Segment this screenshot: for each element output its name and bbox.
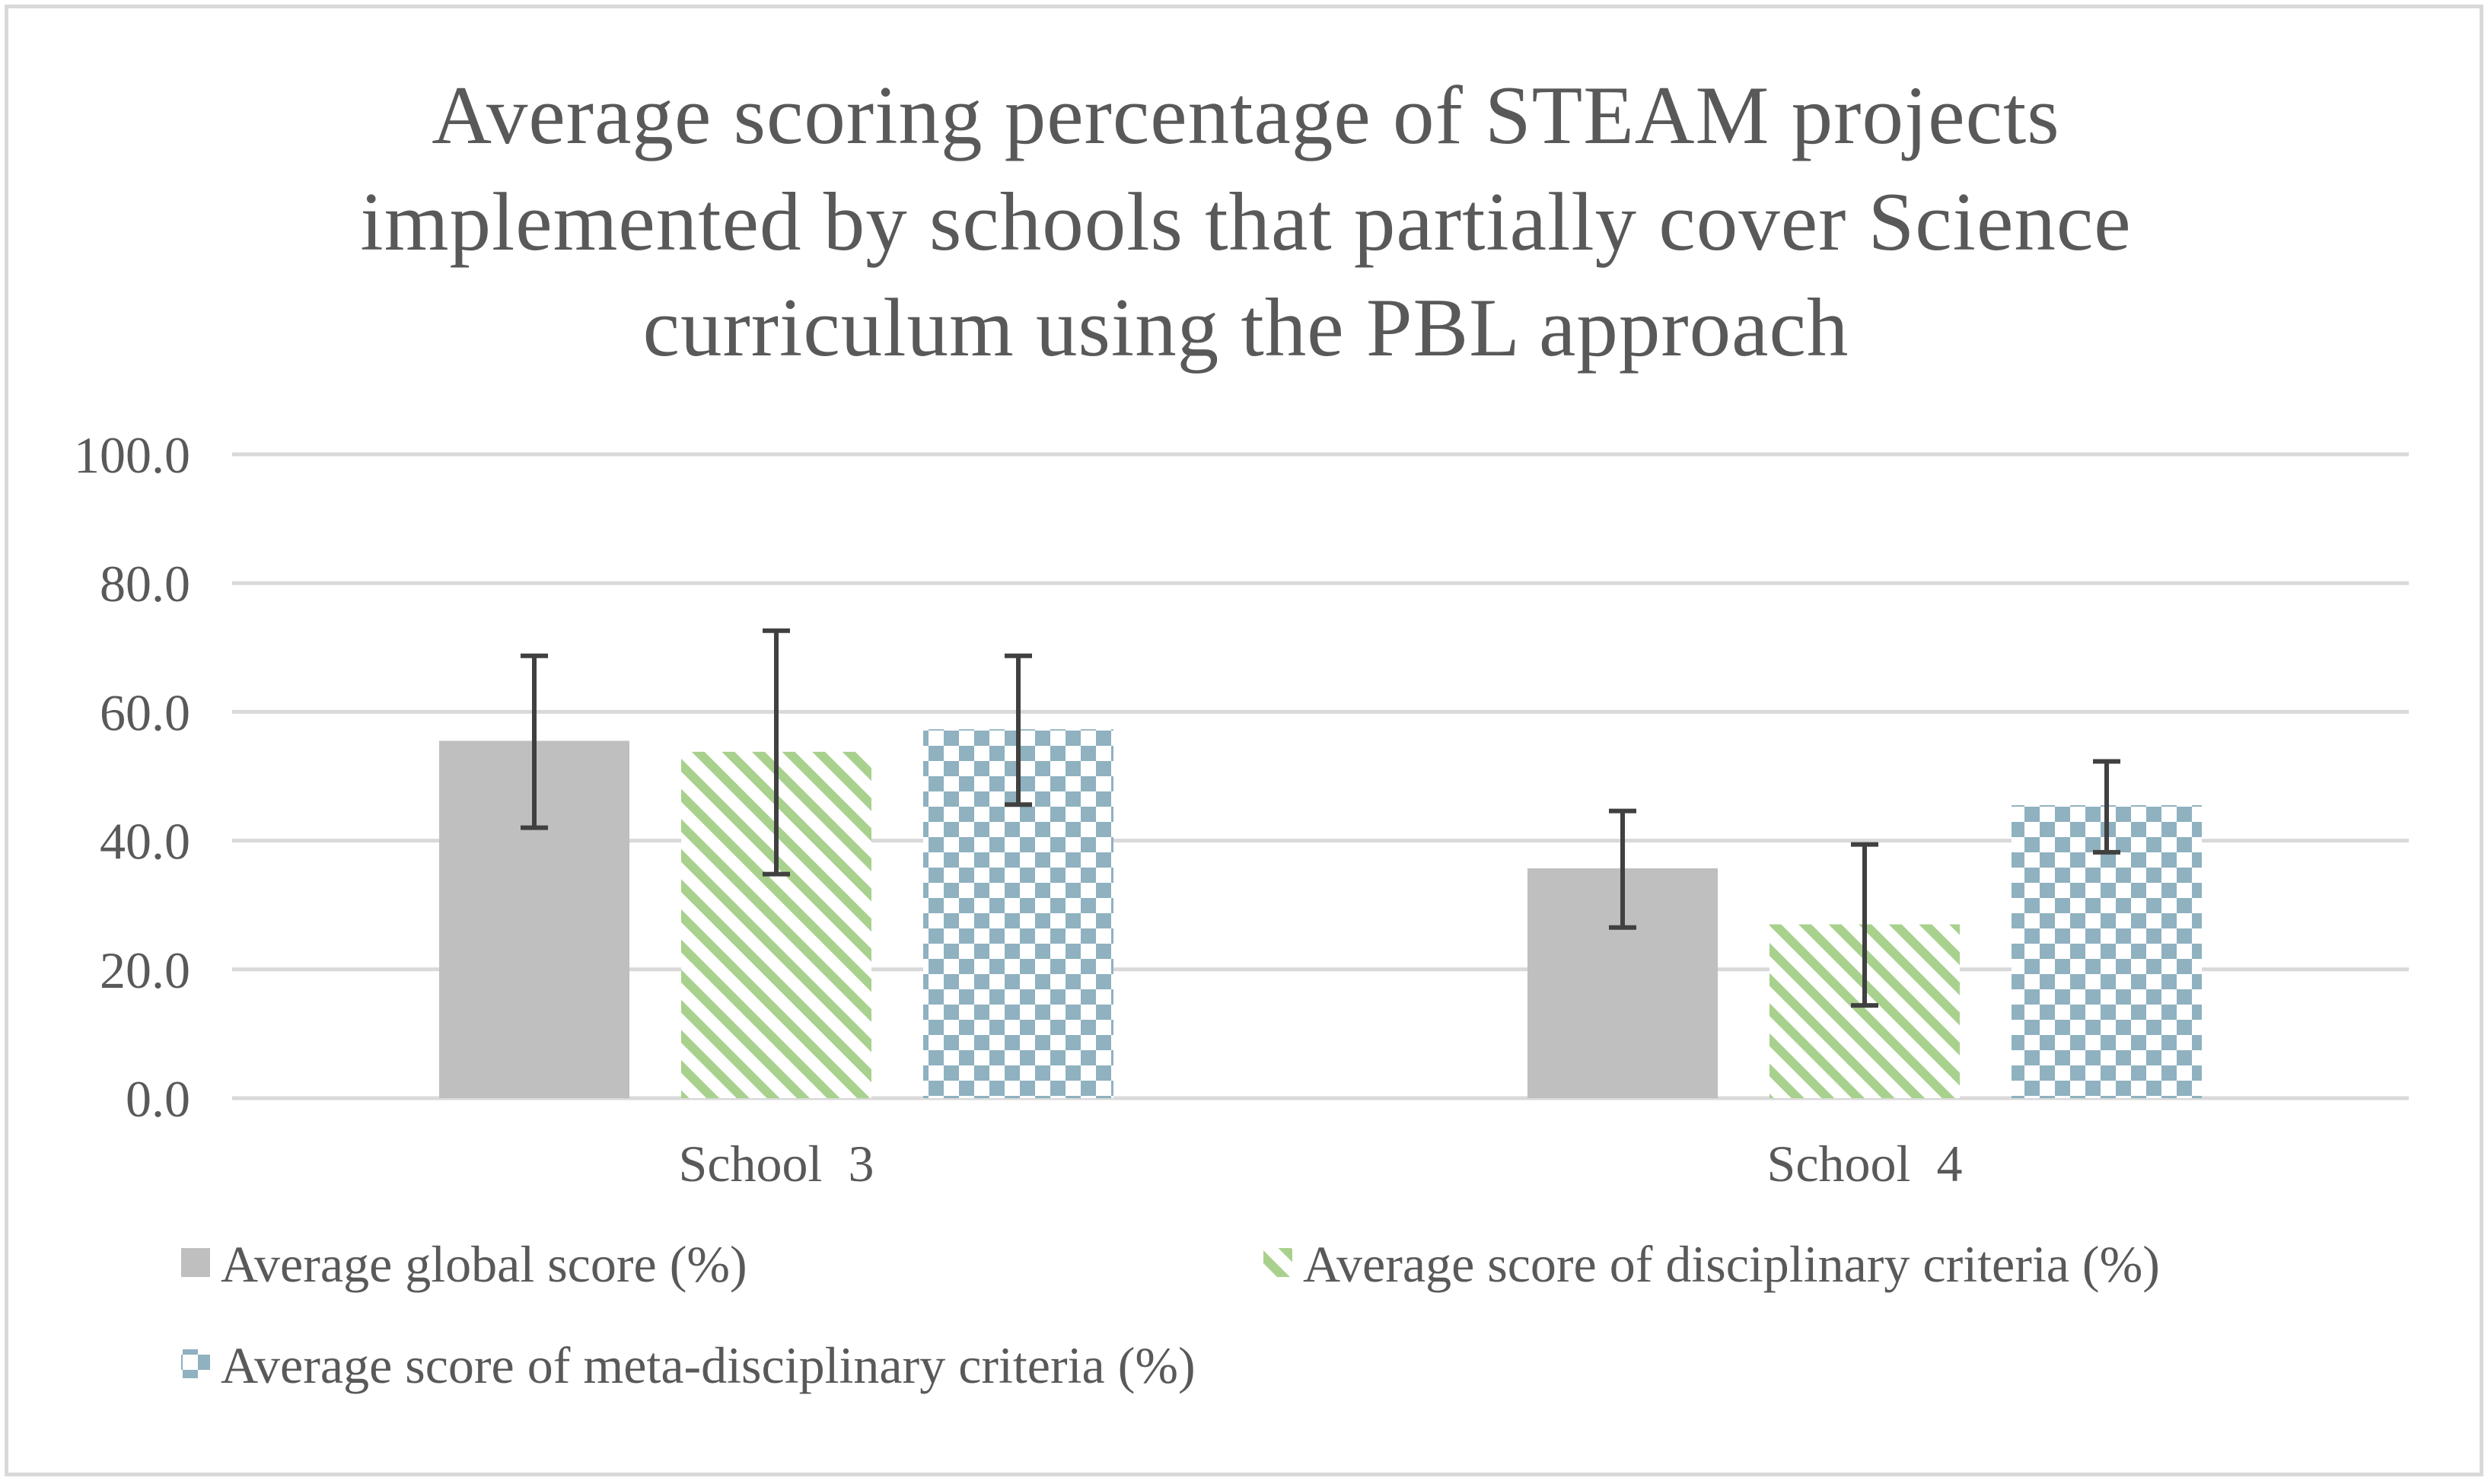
y-tick-label: 20.0 <box>100 941 190 999</box>
error-bar-1-2 <box>1609 808 1636 930</box>
legend-swatch <box>181 1349 210 1378</box>
legend-label: Average score of disciplinary criteria (… <box>1303 1235 2160 1293</box>
error-bar-1-1 <box>521 653 548 830</box>
legend-item-1: Average global score (%) <box>181 1235 747 1293</box>
x-category-label: School 4 <box>1767 1135 1963 1193</box>
error-bars <box>521 628 2120 1008</box>
error-bar-2-1 <box>763 628 790 877</box>
chart-title-line-3: curriculum using the PBL approach <box>643 282 1849 374</box>
y-tick-label: 60.0 <box>100 683 190 741</box>
legend-swatch <box>181 1248 210 1277</box>
y-axis-tick-labels: 0.0 20.0 40.0 60.0 80.0 100.0 <box>74 426 190 1128</box>
y-tick-label: 100.0 <box>74 426 190 484</box>
y-tick-label: 80.0 <box>100 555 190 613</box>
error-bar-3-1 <box>1005 653 1032 807</box>
x-axis-category-labels: School 3 School 4 <box>679 1135 1963 1193</box>
legend-item-2: Average score of disciplinary criteria (… <box>1263 1235 2160 1293</box>
legend-label: Average score of meta-disciplinary crite… <box>221 1336 1196 1394</box>
chart-title: Average scoring percentage of STEAM proj… <box>360 69 2131 374</box>
error-bar-3-2 <box>2093 759 2120 855</box>
x-category-label: School 3 <box>679 1135 874 1193</box>
chart-title-line-2: implemented by schools that partially co… <box>360 176 2131 268</box>
legend-swatch <box>1263 1248 1292 1277</box>
chart-frame <box>5 5 2483 1476</box>
error-bar-2-2 <box>1851 842 1878 1008</box>
legend-label: Average global score (%) <box>221 1235 747 1293</box>
chart-title-line-1: Average scoring percentage of STEAM proj… <box>432 69 2059 161</box>
legend-item-3: Average score of meta-disciplinary crite… <box>181 1336 1196 1394</box>
y-tick-label: 0.0 <box>126 1070 190 1128</box>
y-tick-label: 40.0 <box>100 813 190 871</box>
bars <box>439 729 2202 1098</box>
legend: Average global score (%) Average score of… <box>181 1235 2160 1394</box>
